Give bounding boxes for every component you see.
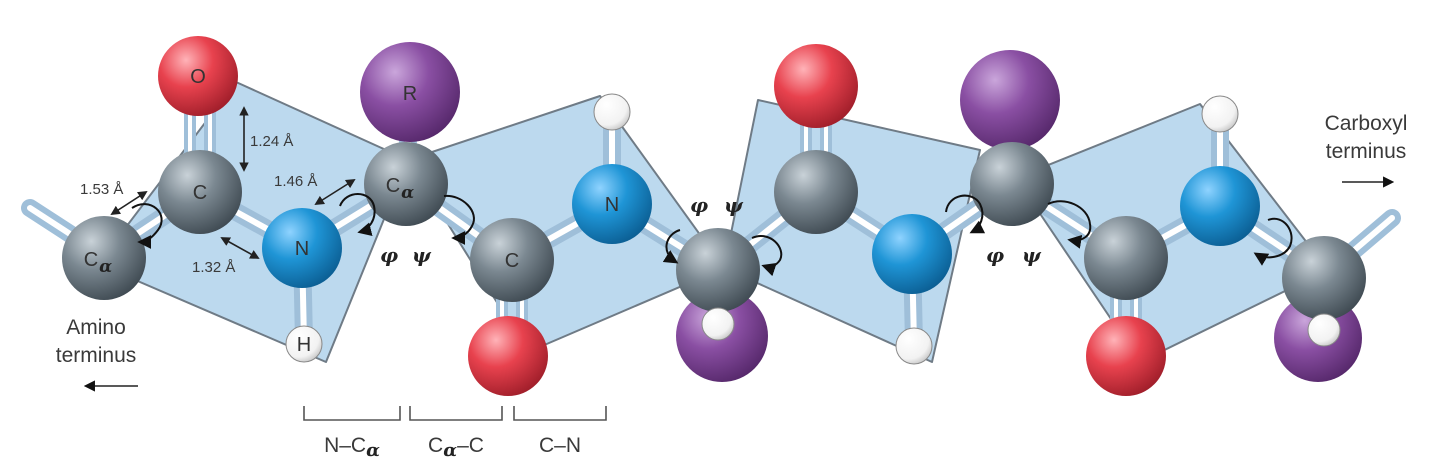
hydrogen-atom-1 [285, 325, 323, 363]
carbon-atom-2 [470, 218, 554, 302]
r-group-atom-3 [960, 50, 1060, 150]
bond-type-c-n: C–N [539, 434, 581, 457]
hydrogen-atom-3 [701, 307, 735, 341]
rotation-arrow-psi-2 [751, 235, 783, 277]
carbon-label-1: C [193, 182, 207, 204]
rotation-arrow-phi-4 [1253, 217, 1293, 266]
hydrogen-atom-3b [895, 327, 933, 365]
nitrogen-label-1: N [295, 238, 309, 260]
bond-length-arrow-ca-c [110, 190, 148, 216]
carboxyl-terminus-label-line1: Carboxyl [1325, 112, 1408, 135]
rotation-arrow-phi-1 [339, 193, 376, 237]
alpha-carbon-label-2: Cα [386, 175, 415, 203]
nitrogen-atom-2 [572, 164, 652, 244]
nitrogen-atom-4 [1180, 166, 1260, 246]
oxygen-atom-3 [774, 44, 858, 128]
bond-length-c-o: 1.24 Å [250, 133, 293, 150]
hydrogen-atom-4 [1201, 95, 1239, 133]
phi-label-2: φ [690, 193, 708, 217]
carbon-atom-1 [158, 150, 242, 234]
amino-terminus-label-line2: terminus [56, 344, 137, 367]
psi-label-2: ψ [724, 193, 744, 217]
nitrogen-atom-1 [262, 208, 342, 288]
rotation-arrow-phi-3 [945, 194, 986, 234]
carbon-atom-4 [1084, 216, 1168, 300]
bond-length-arrow-n-ca [314, 178, 356, 206]
hydrogen-atom-2 [593, 93, 631, 131]
r-group-atom-1 [360, 42, 460, 142]
atoms [62, 36, 1366, 396]
carbon-label-2: C [505, 250, 519, 272]
rotation-arrows [131, 193, 1293, 277]
phi-label-3: φ [986, 243, 1004, 267]
oxygen-atom-1 [158, 36, 238, 116]
alpha-carbon-atom-3 [676, 228, 760, 312]
bond-type-n-ca: N–Cα [324, 434, 380, 461]
bracket-c-n [513, 406, 607, 421]
alpha-carbon-atom-2 [364, 142, 448, 226]
oxygen-label: O [190, 66, 206, 88]
bond-length-ca-c: 1.53 Å [80, 181, 123, 198]
alpha-carbon-atom-4 [970, 142, 1054, 226]
psi-label-1: ψ [412, 243, 432, 267]
rotation-arrow-psi-3 [1047, 200, 1092, 249]
rotation-arrow-phi-2 [662, 229, 681, 264]
alpha-carbon-label-1: Cα [84, 249, 113, 277]
bracket-ca-c [409, 406, 503, 421]
bracket-n-ca [303, 406, 401, 421]
bond-length-arrow-c-n [220, 237, 260, 259]
alpha-carbon-atom-1 [62, 216, 146, 300]
rotation-arrow-psi-1 [443, 194, 475, 245]
carbon-atom-3 [774, 150, 858, 234]
bond-length-n-ca: 1.46 Å [274, 173, 317, 190]
amino-terminus-label-line1: Amino [66, 316, 126, 339]
oxygen-atom-4 [1086, 316, 1166, 396]
nitrogen-atom-3 [872, 214, 952, 294]
bond-length-c-n: 1.32 Å [192, 259, 235, 276]
alpha-carbon-atom-5 [1282, 236, 1366, 320]
bond-type-ca-c: Cα–C [428, 434, 484, 461]
phi-label-1: φ [380, 243, 398, 267]
rotation-arrow-1 [131, 203, 163, 249]
r-group-label: R [403, 83, 417, 105]
oxygen-atom-2 [468, 316, 548, 396]
hydrogen-atom-5 [1307, 313, 1341, 347]
nitrogen-label-2: N [605, 194, 619, 216]
psi-label-3: ψ [1022, 243, 1042, 267]
carboxyl-terminus-label-line2: terminus [1326, 140, 1407, 163]
hydrogen-label: H [297, 334, 311, 356]
